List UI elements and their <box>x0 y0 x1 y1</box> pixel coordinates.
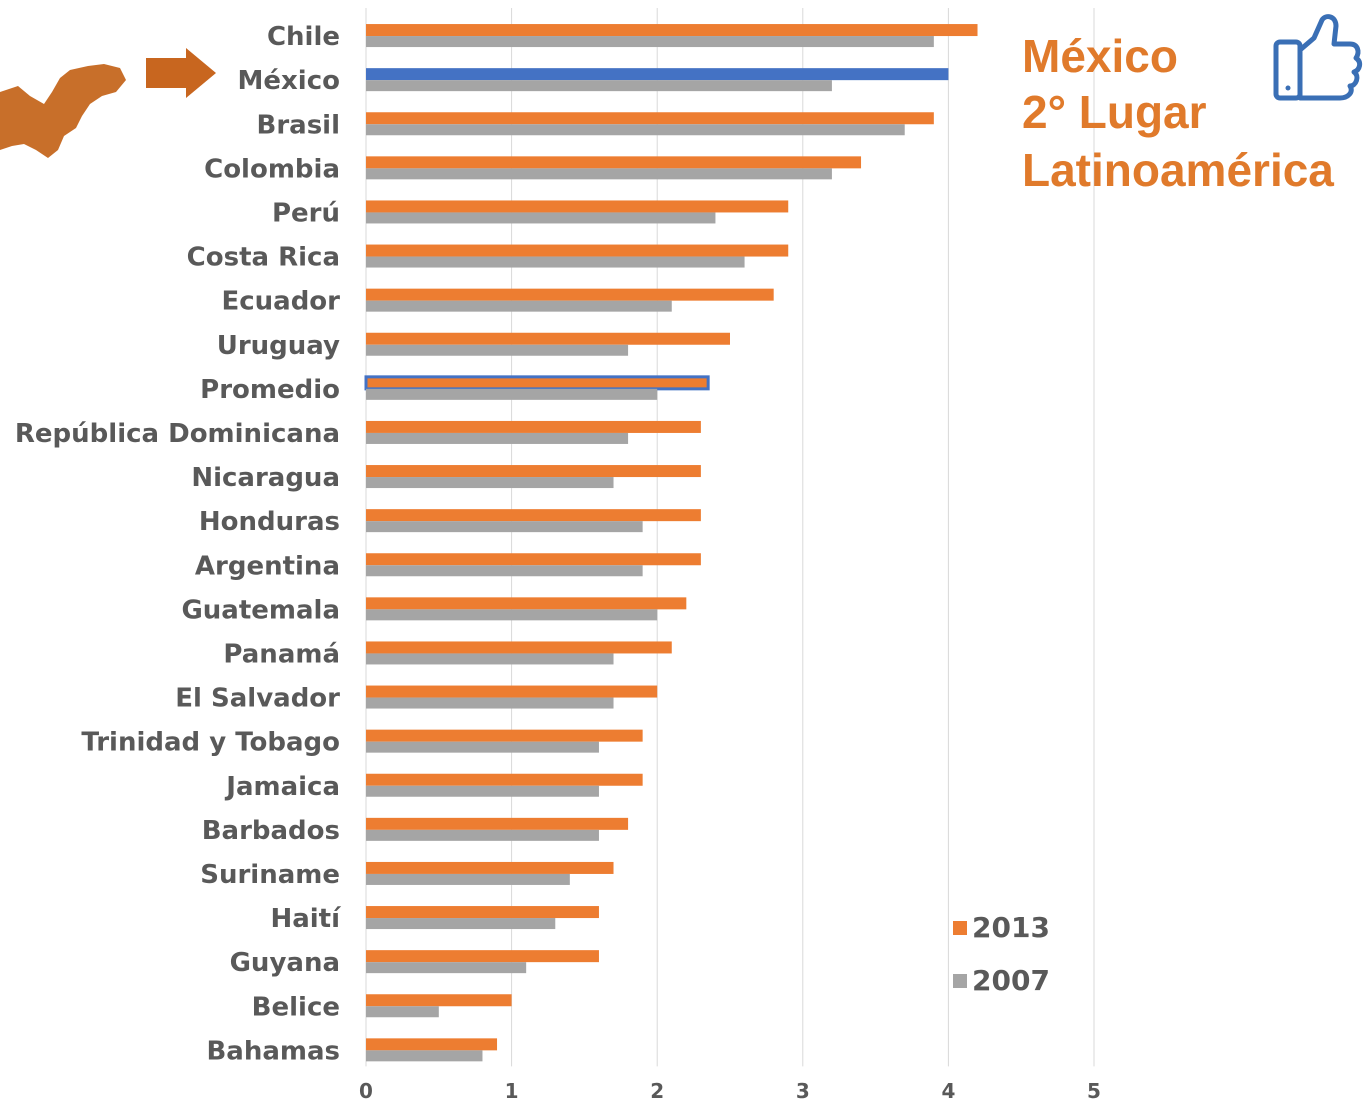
x-tick-label: 1 <box>505 1079 519 1103</box>
bar-2013 <box>366 200 788 212</box>
bar-2007 <box>366 565 643 576</box>
bar-2007 <box>366 345 628 356</box>
legend-swatch-2007 <box>953 974 967 988</box>
legend-label-2007: 2007 <box>972 964 1050 997</box>
bar-2013 <box>366 112 934 124</box>
category-label: Suriname <box>200 860 340 890</box>
category-label: Perú <box>272 198 340 228</box>
bar-2007 <box>366 257 745 268</box>
thumbs-up-icon <box>1276 17 1360 98</box>
bar-2013 <box>366 597 686 609</box>
bar-2013 <box>366 333 730 345</box>
bar-2013 <box>366 906 599 918</box>
bar-2007 <box>366 742 599 753</box>
legend-label-2013: 2013 <box>972 911 1050 944</box>
arrow-right-icon <box>146 48 216 98</box>
bar-2007 <box>366 653 614 664</box>
category-label: Bahamas <box>206 1036 340 1066</box>
callout-line-1: México <box>1022 30 1178 82</box>
bar-2007 <box>366 36 934 47</box>
category-labels: Chile México Brasil Colombia Perú Costa Rica E… <box>15 22 342 1066</box>
bar-2013 <box>366 156 861 168</box>
bar-2007 <box>366 609 657 620</box>
bar-2007 <box>366 830 599 841</box>
category-label: República Dominicana <box>15 419 340 449</box>
bar-2007 <box>366 1050 482 1061</box>
legend: 2013 2007 <box>953 911 1050 997</box>
bar-2013 <box>366 68 948 80</box>
bar-2007 <box>366 962 526 973</box>
x-tick-label: 4 <box>941 1079 955 1103</box>
category-label: Promedio <box>200 375 340 405</box>
category-label: Brasil <box>257 110 340 140</box>
category-label: Ecuador <box>221 287 340 317</box>
callout-line-3: Latinoamérica <box>1022 144 1334 196</box>
bar-2007 <box>366 918 555 929</box>
bar-2013 <box>366 641 672 653</box>
bar-2013 <box>366 862 614 874</box>
x-tick-label: 0 <box>359 1079 373 1103</box>
category-label: Colombia <box>204 154 340 184</box>
category-label: Argentina <box>195 551 340 581</box>
category-label: Guyana <box>230 948 340 978</box>
category-label: Guatemala <box>181 595 340 625</box>
bar-2013 <box>366 421 701 433</box>
bar-2007 <box>366 80 832 91</box>
bar-2013 <box>366 774 643 786</box>
bar-2013 <box>366 245 788 257</box>
bar-2013 <box>366 994 512 1006</box>
bars <box>366 24 978 1061</box>
bar-2007 <box>366 301 672 312</box>
bar-2013 <box>366 686 657 698</box>
bar-2013 <box>366 377 708 389</box>
bar-2007 <box>366 477 614 488</box>
x-tick-label: 3 <box>796 1079 810 1103</box>
category-label: México <box>238 66 340 96</box>
bar-2007 <box>366 389 657 400</box>
bar-2013 <box>366 509 701 521</box>
bar-2007 <box>366 698 614 709</box>
x-tick-label: 5 <box>1087 1079 1101 1103</box>
bar-2013 <box>366 950 599 962</box>
bar-2007 <box>366 786 599 797</box>
bar-2013 <box>366 289 774 301</box>
bar-2013 <box>366 730 643 742</box>
bar-2007 <box>366 433 628 444</box>
x-tick-label: 2 <box>650 1079 664 1103</box>
bar-2007 <box>366 521 643 532</box>
bar-2013 <box>366 1038 497 1050</box>
bar-2007 <box>366 168 832 179</box>
category-label: Barbados <box>202 816 340 846</box>
category-label: Jamaica <box>224 772 340 802</box>
x-tick-labels: 0 1 2 3 4 5 <box>359 1079 1101 1103</box>
category-label: Nicaragua <box>191 463 340 493</box>
callout-line-2: 2° Lugar <box>1022 86 1207 138</box>
category-label: Belice <box>252 992 340 1022</box>
bar-2007 <box>366 874 570 885</box>
category-label: Honduras <box>199 507 340 537</box>
category-label: Uruguay <box>217 331 340 361</box>
legend-swatch-2013 <box>953 921 967 935</box>
category-label: Panamá <box>223 639 340 669</box>
category-label: Haití <box>270 904 342 934</box>
bar-2007 <box>366 1006 439 1017</box>
category-label: Trinidad y Tobago <box>81 728 340 758</box>
bar-2013 <box>366 818 628 830</box>
bar-2013 <box>366 553 701 565</box>
bar-2007 <box>366 212 715 223</box>
category-label: El Salvador <box>175 684 340 714</box>
mexico-map-icon <box>0 64 126 158</box>
bar-2007 <box>366 124 905 135</box>
category-label: Costa Rica <box>187 243 340 273</box>
bar-2013 <box>366 465 701 477</box>
category-label: Chile <box>267 22 340 52</box>
callout: México 2° Lugar Latinoamérica <box>1022 30 1334 196</box>
bar-2013 <box>366 24 978 36</box>
